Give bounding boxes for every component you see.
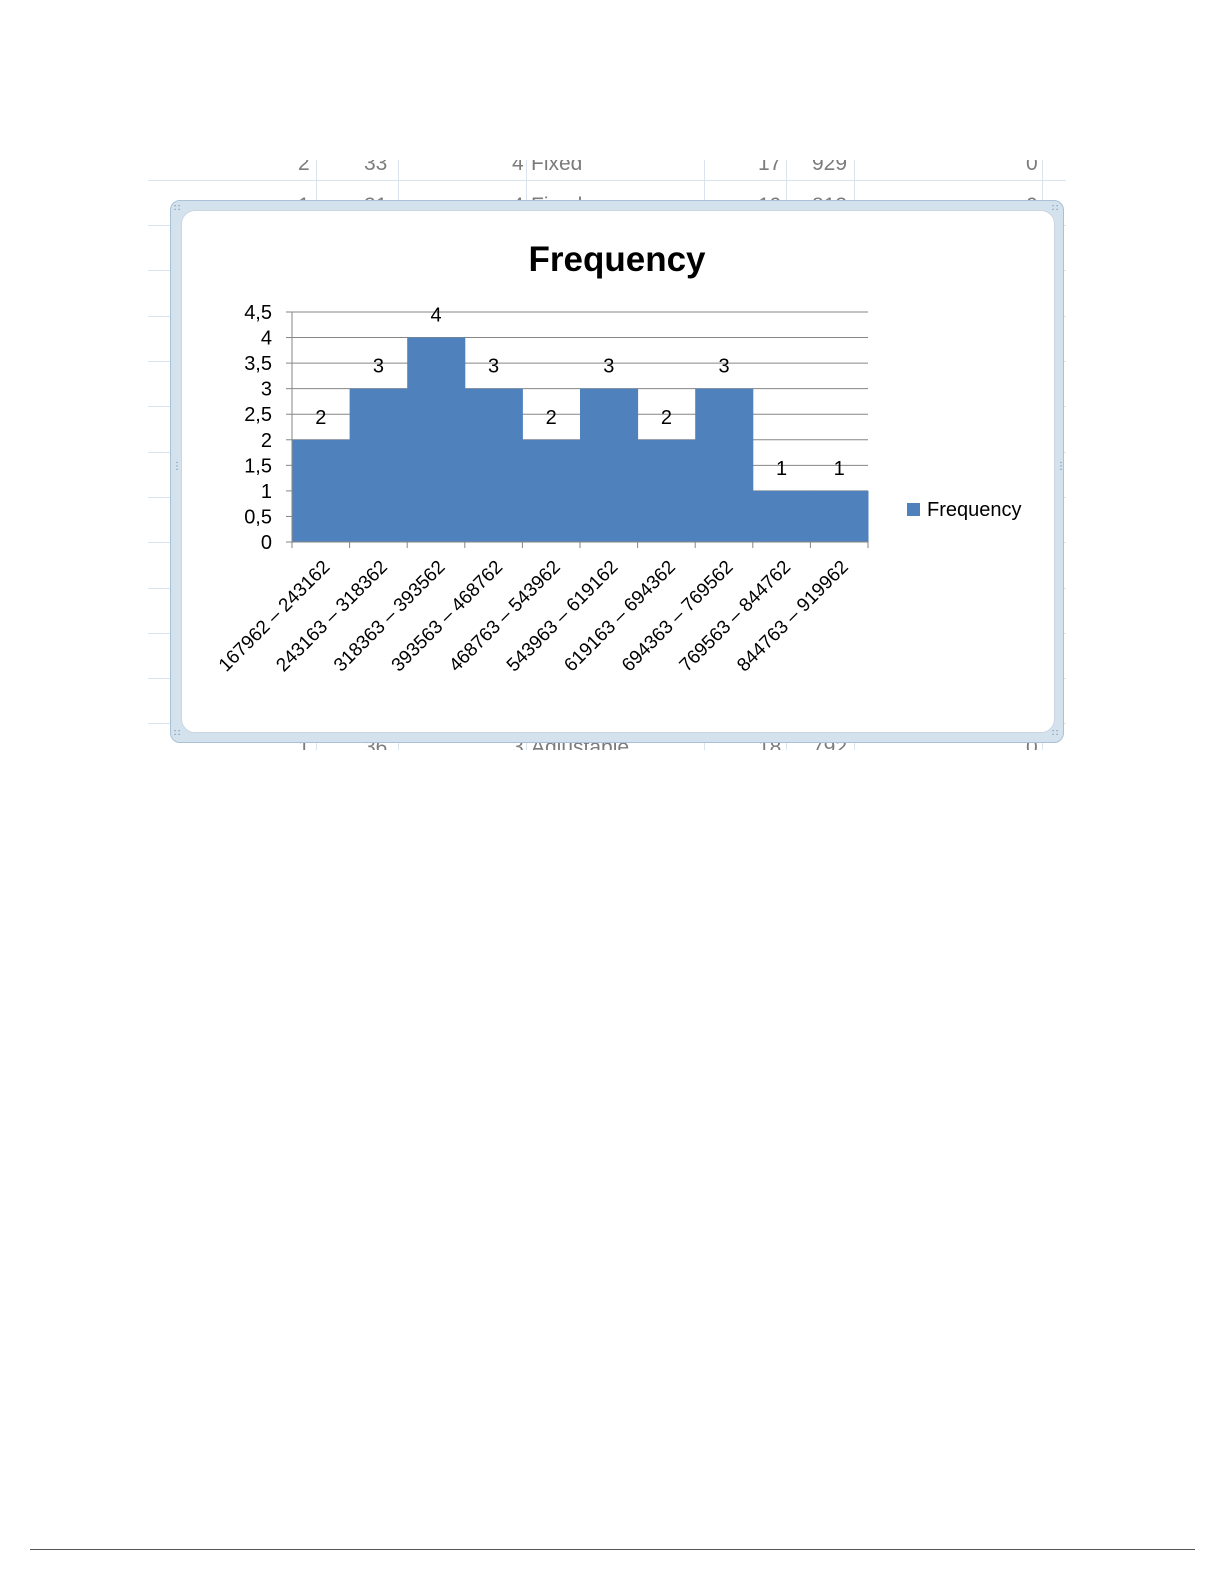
sheet-cell: 3: [512, 736, 524, 750]
bar[interactable]: [464, 388, 523, 542]
data-label: 1: [776, 458, 787, 480]
data-label: 3: [718, 356, 729, 378]
bar[interactable]: [637, 439, 696, 542]
data-label: 4: [430, 305, 441, 327]
sheet-cell: 2: [298, 160, 310, 175]
data-label: 1: [834, 458, 845, 480]
data-label: 3: [603, 356, 614, 378]
y-tick-label: 0: [261, 532, 272, 554]
chart-title: Frequency: [529, 240, 707, 279]
y-tick-label: 1: [261, 481, 272, 503]
y-tick-label: 0,5: [244, 506, 272, 528]
sheet-cell: 33: [364, 160, 388, 175]
y-tick-label: 2,5: [244, 404, 272, 426]
resize-handle-bottom-right[interactable]: ∷: [1052, 728, 1059, 739]
legend-swatch: [907, 503, 920, 516]
bar[interactable]: [292, 439, 351, 542]
sheet-cell: 929: [812, 160, 848, 175]
data-label: 2: [315, 407, 326, 429]
bars: [292, 337, 869, 542]
y-tick-label: 2: [261, 430, 272, 452]
data-label: 3: [373, 356, 384, 378]
data-label: 2: [661, 407, 672, 429]
y-tick-label: 4: [261, 328, 272, 350]
axes: [286, 311, 869, 548]
sheet-cell: 1: [298, 736, 310, 750]
legend-label: Frequency: [927, 499, 1022, 521]
sheet-row-line: [148, 180, 1066, 181]
page-footer-rule: [30, 1549, 1195, 1550]
y-tick-labels: 0 0,5 1 1,5 2 2,5 3 3,5 4 4,5: [244, 302, 272, 554]
bar[interactable]: [810, 490, 869, 542]
resize-handle-right[interactable]: ⋮: [1056, 461, 1066, 472]
resize-handle-top-left[interactable]: ∷: [174, 203, 181, 214]
sheet-cell: 17: [758, 160, 782, 175]
data-label: 3: [488, 356, 499, 378]
y-tick-label: 3: [261, 379, 272, 401]
y-tick-label: 4,5: [244, 302, 272, 324]
sheet-cell: 0: [1026, 736, 1038, 750]
bar[interactable]: [522, 439, 581, 542]
sheet-cell: 4: [512, 160, 524, 175]
bar[interactable]: [349, 388, 408, 542]
y-tick-label: 3,5: [244, 353, 272, 375]
sheet-cell: Fixed: [531, 160, 583, 175]
bar[interactable]: [580, 388, 639, 542]
frequency-histogram: Frequency 0 0,5 1 1,5 2 2,5 3 3,5 4 4,5 167962 – …: [215, 240, 1022, 676]
y-tick-label: 1,5: [244, 455, 272, 477]
bar[interactable]: [407, 337, 466, 542]
x-tick-label: 844763 – 919962: [733, 557, 852, 676]
sheet-cell: 0: [1026, 160, 1038, 175]
bar[interactable]: [752, 490, 811, 542]
resize-handle-top-right[interactable]: ∷: [1052, 203, 1059, 214]
resize-handle-left[interactable]: ⋮: [172, 461, 182, 472]
bar[interactable]: [695, 388, 754, 542]
resize-handle-bottom-left[interactable]: ∷: [174, 728, 181, 739]
legend[interactable]: Frequency: [907, 499, 1022, 521]
data-label: 2: [546, 407, 557, 429]
data-labels: 2 3 4 3 2 3 2 3 1 1: [315, 305, 845, 480]
